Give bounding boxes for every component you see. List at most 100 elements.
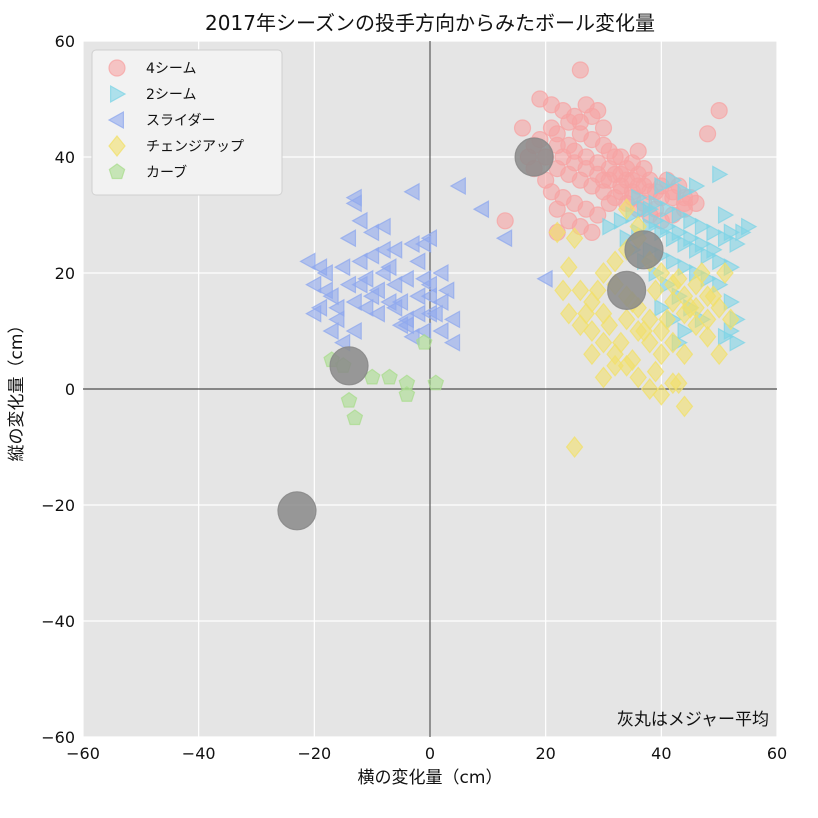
- mlb-average-point: [607, 270, 647, 310]
- data-point: [427, 374, 445, 391]
- data-point: [612, 331, 630, 354]
- annotation-note: 灰丸はメジャー平均: [617, 710, 769, 730]
- x-tick-label: 0: [425, 744, 435, 763]
- data-point: [669, 372, 688, 395]
- data-point: [723, 223, 740, 242]
- legend-marker: [109, 84, 127, 104]
- data-point: [565, 436, 584, 458]
- x-tick-label: −60: [66, 744, 100, 763]
- data-point: [606, 354, 624, 377]
- data-point: [594, 366, 613, 389]
- data-point: [689, 176, 706, 196]
- data-point: [368, 304, 385, 323]
- data-point: [654, 176, 671, 196]
- y-tick-label: 60: [55, 32, 75, 51]
- data-point: [712, 165, 729, 184]
- data-point: [554, 279, 572, 302]
- data-point: [536, 269, 553, 288]
- data-point: [345, 292, 362, 312]
- data-point: [368, 281, 385, 300]
- data-point: [397, 316, 414, 335]
- data-point: [729, 333, 746, 352]
- data-point: [548, 200, 566, 218]
- data-point: [381, 368, 398, 385]
- data-point: [677, 182, 694, 201]
- data-point: [654, 298, 671, 317]
- legend-marker: [108, 59, 126, 77]
- legend-marker: [107, 110, 125, 130]
- legend-label: 4シーム: [146, 61, 197, 77]
- data-point: [339, 229, 357, 248]
- data-point: [675, 395, 694, 418]
- data-point: [583, 223, 601, 241]
- data-point: [548, 221, 567, 244]
- data-point: [415, 333, 433, 350]
- mlb-average-point: [624, 230, 664, 270]
- data-point: [351, 275, 368, 294]
- x-axis-label: 横の変化量（cm）: [358, 768, 503, 788]
- data-point: [432, 321, 449, 341]
- mlb-average-point: [277, 491, 317, 531]
- data-point: [646, 279, 665, 302]
- data-point: [386, 298, 403, 317]
- data-point: [420, 304, 437, 323]
- data-point: [409, 252, 426, 271]
- data-point: [589, 206, 607, 224]
- series-2: [299, 176, 553, 352]
- data-point: [675, 343, 694, 366]
- data-point: [449, 176, 466, 196]
- data-point: [346, 409, 364, 426]
- data-point: [362, 223, 380, 242]
- data-point: [299, 252, 316, 271]
- data-point: [310, 258, 328, 277]
- data-point: [617, 198, 636, 221]
- data-point: [571, 113, 589, 131]
- data-point: [706, 223, 723, 242]
- data-point: [398, 386, 416, 402]
- data-point: [443, 310, 461, 329]
- data-point: [571, 61, 589, 79]
- data-point: [334, 258, 351, 277]
- data-point: [652, 262, 671, 284]
- data-point: [472, 200, 490, 219]
- data-point: [694, 234, 712, 254]
- data-point: [617, 308, 636, 331]
- data-point: [671, 223, 688, 242]
- data-point: [594, 331, 613, 354]
- data-point: [432, 292, 449, 312]
- data-point: [322, 321, 339, 341]
- y-tick-label: 0: [65, 380, 75, 399]
- data-point: [362, 246, 380, 265]
- data-point: [374, 217, 391, 236]
- data-point: [594, 262, 613, 284]
- data-point: [340, 391, 358, 408]
- x-tick-label: 60: [767, 744, 787, 763]
- data-point: [710, 101, 728, 120]
- data-point: [496, 212, 514, 230]
- data-point: [565, 227, 584, 250]
- legend-label: 2シーム: [146, 87, 197, 103]
- data-point: [629, 142, 647, 160]
- x-tick-label: 40: [651, 744, 671, 763]
- y-tick-label: 40: [55, 148, 75, 167]
- series-5: [277, 137, 664, 531]
- data-point: [635, 160, 653, 178]
- data-point: [386, 275, 403, 294]
- data-point: [646, 360, 665, 383]
- data-point: [602, 217, 619, 236]
- legend-marker: [108, 163, 126, 180]
- data-point: [664, 331, 682, 354]
- data-point: [687, 314, 705, 337]
- data-point: [351, 211, 368, 230]
- data-point: [712, 252, 729, 271]
- data-point: [683, 211, 700, 230]
- data-point: [560, 302, 578, 325]
- data-point: [629, 366, 647, 389]
- data-point: [660, 217, 677, 236]
- data-point: [613, 211, 631, 230]
- data-point: [735, 223, 752, 242]
- data-point: [698, 125, 717, 143]
- y-tick-label: −40: [41, 612, 75, 631]
